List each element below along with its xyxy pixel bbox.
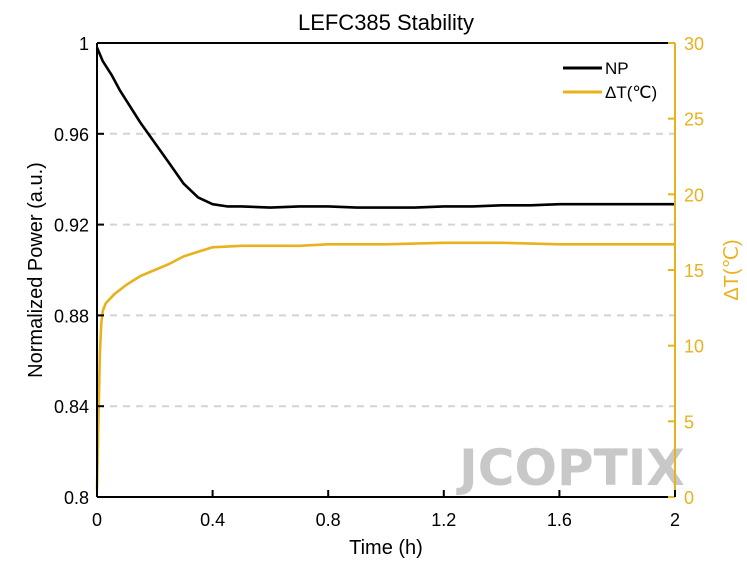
y-tick-label: 0.96: [54, 125, 89, 145]
y-axis-label: Normalized Power (a.u.): [25, 162, 47, 378]
x-tick-label: 0: [92, 510, 102, 530]
grid-layer: [97, 132, 675, 408]
y2-axis-label: ΔT(℃): [721, 239, 743, 300]
y-tick-label: 0.84: [54, 397, 89, 417]
y2-tick-label: 25: [684, 110, 704, 130]
legend: NP ΔT(℃): [563, 59, 657, 102]
y2-tick-label: 30: [684, 34, 704, 54]
x-tick-label: 0.8: [316, 510, 341, 530]
watermark-layer: JCOPTIX: [456, 439, 685, 497]
x-tick-label: 1.6: [547, 510, 572, 530]
y-tick-label: 0.92: [54, 216, 89, 236]
watermark-logo: JCOPTIX: [456, 439, 685, 497]
series-layer: [95, 46, 675, 490]
y-tick-label: 0.88: [54, 306, 89, 326]
x-tick-label: 1.2: [431, 510, 456, 530]
series-line-np: [95, 46, 675, 209]
legend-label: NP: [605, 59, 629, 78]
y2-tick-label: 15: [684, 261, 704, 281]
y2-tick-label: 0: [684, 488, 694, 508]
x-tick-label: 2: [670, 510, 680, 530]
series-line-delta-t: [95, 241, 675, 490]
legend-label: ΔT(℃): [605, 83, 657, 102]
y2-tick-label: 5: [684, 412, 694, 432]
y2-tick-label: 20: [684, 185, 704, 205]
y-tick-label: 1: [79, 34, 89, 54]
y2-tick-label: 10: [684, 337, 704, 357]
x-axis-label: Time (h): [349, 537, 423, 559]
x-tick-label: 0.4: [200, 510, 225, 530]
chart-title: LEFC385 Stability: [298, 10, 474, 35]
y-tick-label: 0.8: [64, 488, 89, 508]
